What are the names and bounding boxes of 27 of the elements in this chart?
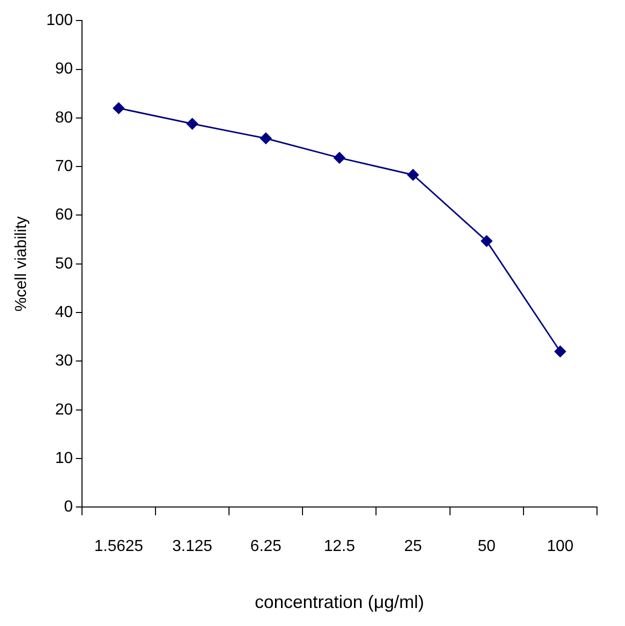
point (407, 169, 419, 181)
y-tick-label: 80 (55, 109, 73, 126)
x-tick-label: 6.25 (250, 538, 282, 556)
y-tick-label: 70 (55, 158, 73, 175)
x-tick-label: 3.125 (172, 538, 212, 556)
x-tick-label: 50 (478, 538, 496, 556)
y-tick-label: 0 (64, 498, 73, 516)
x-tick-label: 12.5 (324, 538, 356, 556)
point (186, 118, 198, 130)
point (480, 235, 492, 247)
point (112, 102, 124, 114)
y-tick-label: 10 (55, 450, 73, 467)
y-tick-label: 100 (46, 12, 73, 30)
y-tick-label: 20 (55, 401, 73, 418)
y-tick-label: 90 (55, 60, 73, 78)
point (334, 152, 346, 164)
y-tick-label: 50 (55, 255, 73, 272)
x-tick-label: 100 (546, 538, 574, 556)
x-axis-title: concentration (μg/ml) (254, 592, 424, 612)
point (260, 132, 272, 144)
y-tick-label: 60 (55, 206, 73, 224)
point (554, 346, 566, 358)
y-tick-label: 30 (55, 352, 73, 370)
x-tick-label: 1.5625 (94, 538, 144, 556)
y-tick-label: 40 (55, 304, 73, 321)
x-tick-label: 25 (404, 538, 422, 556)
y-axis-title: %cell viability (13, 216, 30, 312)
